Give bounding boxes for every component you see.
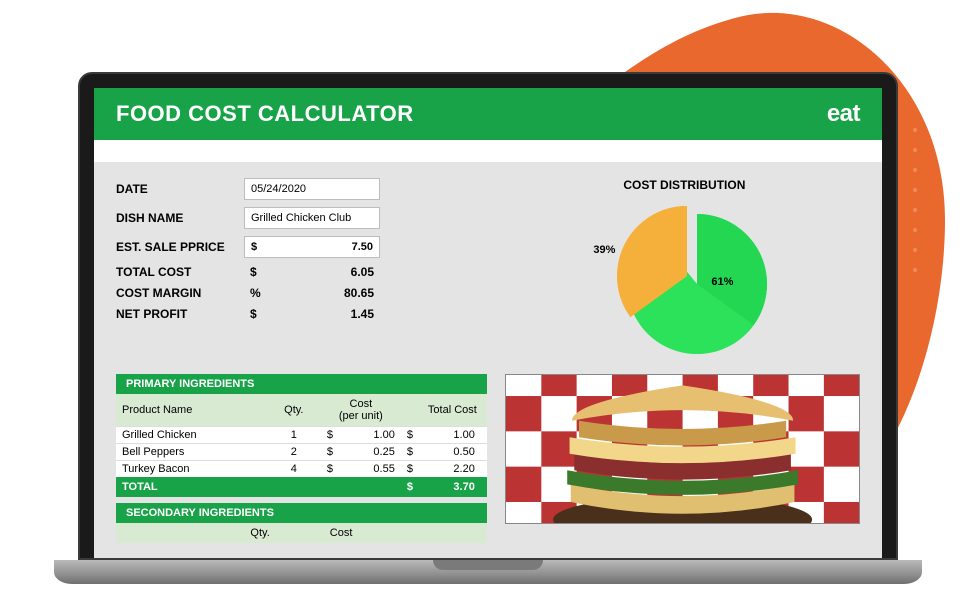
header-spacer (94, 140, 882, 162)
chart-title: COST DISTRIBUTION (509, 178, 860, 192)
col-total-cost: Total Cost (401, 404, 481, 416)
margin-value: %80.65 (244, 286, 380, 300)
profit-value: $1.45 (244, 307, 380, 321)
table-row[interactable]: Turkey Bacon 4 $0.55 $2.20 (116, 460, 487, 477)
col-product: Product Name (122, 404, 267, 416)
ingredients-tables: PRIMARY INGREDIENTS Product Name Qty. Co… (116, 374, 487, 543)
dish-name-input[interactable]: Grilled Chicken Club (244, 207, 380, 229)
price-label: EST. SALE PPRICE (116, 240, 244, 254)
laptop-frame: FOOD COST CALCULATOR eat DATE 05/24/2020… (78, 72, 898, 584)
pie-label-39: 39% (593, 244, 615, 256)
app-screen: FOOD COST CALCULATOR eat DATE 05/24/2020… (94, 88, 882, 558)
secondary-table-header: Qty. Cost (116, 523, 487, 543)
date-label: DATE (116, 182, 244, 196)
primary-total-row: TOTAL $3.70 (116, 477, 487, 497)
secondary-section-bar: SECONDARY INGREDIENTS (116, 503, 487, 523)
brand-logo: eat (827, 100, 860, 128)
primary-table-header: Product Name Qty. Cost(per unit) Total C… (116, 394, 487, 426)
page-title: FOOD COST CALCULATOR (116, 101, 414, 127)
col-qty: Qty. (267, 404, 321, 416)
col-cost-unit: Cost(per unit) (321, 398, 401, 422)
pie-chart (579, 202, 789, 362)
table-row[interactable]: Bell Peppers 2 $0.25 $0.50 (116, 443, 487, 460)
sale-price-input[interactable]: $7.50 (244, 236, 380, 258)
totalcost-label: TOTAL COST (116, 265, 244, 279)
dish-label: DISH NAME (116, 211, 244, 225)
app-header: FOOD COST CALCULATOR eat (94, 88, 882, 140)
profit-label: NET PROFIT (116, 307, 244, 321)
dish-photo (505, 374, 860, 524)
chart-panel: COST DISTRIBUTION (509, 178, 860, 362)
totalcost-value: $6.05 (244, 265, 380, 279)
primary-section-bar: PRIMARY INGREDIENTS (116, 374, 487, 394)
pie-label-61: 61% (711, 276, 733, 288)
summary-fields: DATE 05/24/2020 DISH NAME Grilled Chicke… (116, 178, 485, 362)
margin-label: COST MARGIN (116, 286, 244, 300)
table-row[interactable]: Grilled Chicken 1 $1.00 $1.00 (116, 426, 487, 443)
date-input[interactable]: 05/24/2020 (244, 178, 380, 200)
